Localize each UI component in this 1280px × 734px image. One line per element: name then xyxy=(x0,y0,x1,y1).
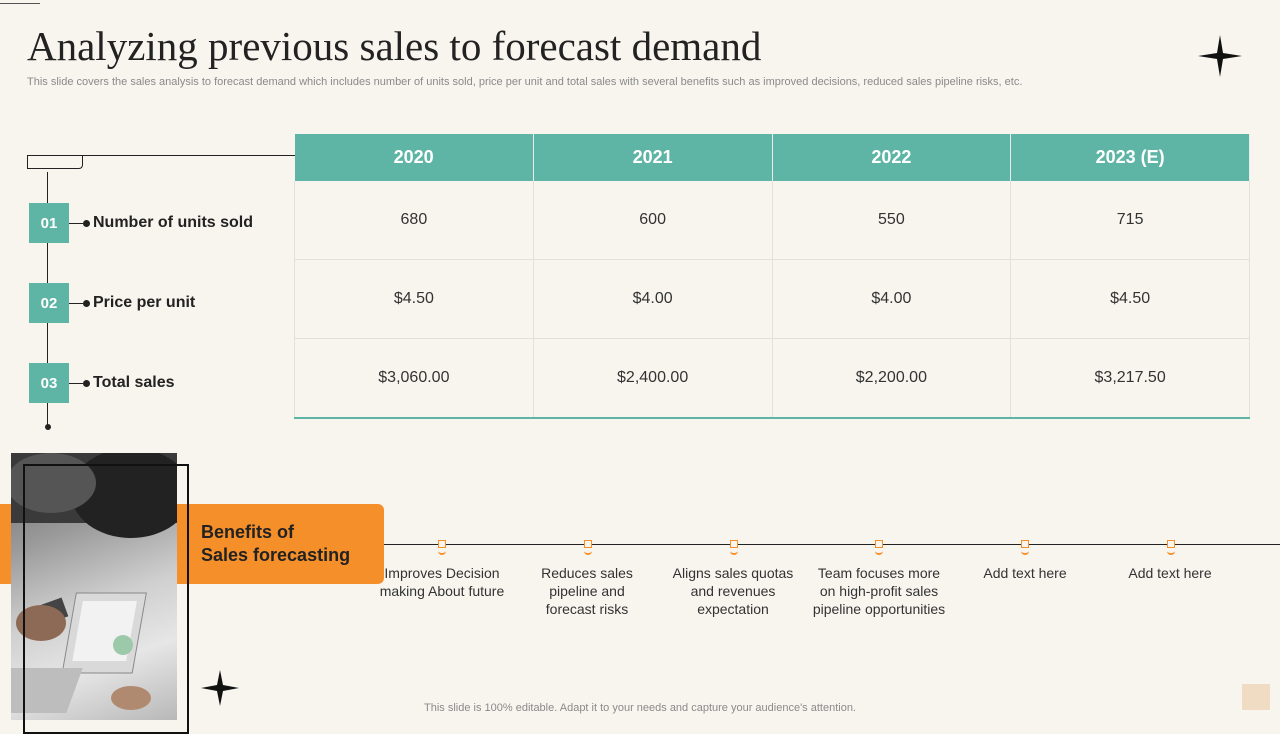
page-title: Analyzing previous sales to forecast dem… xyxy=(27,23,762,69)
table-cell: $3,060.00 xyxy=(294,338,534,419)
benefit-item: Improves Decision making About future xyxy=(379,565,505,599)
row-label-text: Number of units sold xyxy=(93,214,253,231)
timeline-marker xyxy=(1167,540,1175,548)
table-cell: $4.00 xyxy=(533,259,773,339)
row-label-total-sales: 03 Total sales xyxy=(29,363,175,403)
benefits-title: Benefits of Sales forecasting xyxy=(201,522,351,565)
timeline-marker xyxy=(730,540,738,548)
table-cell: 715 xyxy=(1010,181,1250,260)
table-row: $3,060.00 $2,400.00 $2,200.00 $3,217.50 xyxy=(294,338,1250,419)
connector-end-dot xyxy=(45,424,51,430)
top-left-rule xyxy=(0,3,40,4)
table-cell: $3,217.50 xyxy=(1010,338,1250,419)
row-number-badge: 03 xyxy=(29,363,69,403)
four-point-star-icon xyxy=(1198,35,1242,77)
page-subtitle: This slide covers the sales analysis to … xyxy=(27,76,1023,88)
row-number-badge: 02 xyxy=(29,283,69,323)
benefits-timeline xyxy=(384,544,1280,545)
column-header: 2022 xyxy=(772,134,1012,181)
column-header: 2021 xyxy=(533,134,773,181)
benefit-item: Add text here xyxy=(983,565,1067,581)
timeline-marker xyxy=(875,540,883,548)
table-cell: 550 xyxy=(772,181,1012,260)
table-cell: $4.50 xyxy=(1010,259,1250,339)
laptop-photo-illustration xyxy=(11,453,177,713)
frame-connector-box xyxy=(27,156,83,169)
row-number-badge: 01 xyxy=(29,203,69,243)
photo-frame xyxy=(23,464,189,734)
table-row: 680 600 550 715 xyxy=(294,181,1250,260)
benefit-item: Aligns sales quotas and revenues expecta… xyxy=(672,565,794,617)
benefit-item: Reduces sales pipeline and forecast risk… xyxy=(541,565,633,617)
table-cell: $2,200.00 xyxy=(772,338,1012,419)
row-label-price: 02 Price per unit xyxy=(29,283,195,323)
benefit-item: Team focuses more on high-profit sales p… xyxy=(812,565,946,617)
four-point-star-icon xyxy=(201,670,239,706)
column-header: 2020 xyxy=(294,134,534,181)
table-cell: 600 xyxy=(533,181,773,260)
table-cell: $2,400.00 xyxy=(533,338,773,419)
row-label-units-sold: 01 Number of units sold xyxy=(29,203,253,243)
benefit-item: Add text here xyxy=(1128,565,1212,581)
table-cell: $4.00 xyxy=(772,259,1012,339)
row-label-text: Total sales xyxy=(93,374,175,391)
timeline-marker xyxy=(1021,540,1029,548)
table-cell: 680 xyxy=(294,181,534,260)
table-row: $4.50 $4.00 $4.00 $4.50 xyxy=(294,259,1250,339)
corner-decoration xyxy=(1242,684,1270,710)
footer-note: This slide is 100% editable. Adapt it to… xyxy=(424,702,856,714)
business-meeting-photo xyxy=(11,453,177,720)
column-header: 2023 (E) xyxy=(1010,134,1250,181)
row-label-text: Price per unit xyxy=(93,294,196,311)
frame-connector-line xyxy=(27,155,302,156)
timeline-marker xyxy=(438,540,446,548)
sales-table: 2020 2021 2022 2023 (E) 680 600 550 715 … xyxy=(294,134,1250,419)
table-header-row: 2020 2021 2022 2023 (E) xyxy=(294,134,1250,181)
table-cell: $4.50 xyxy=(294,259,534,339)
timeline-marker xyxy=(584,540,592,548)
